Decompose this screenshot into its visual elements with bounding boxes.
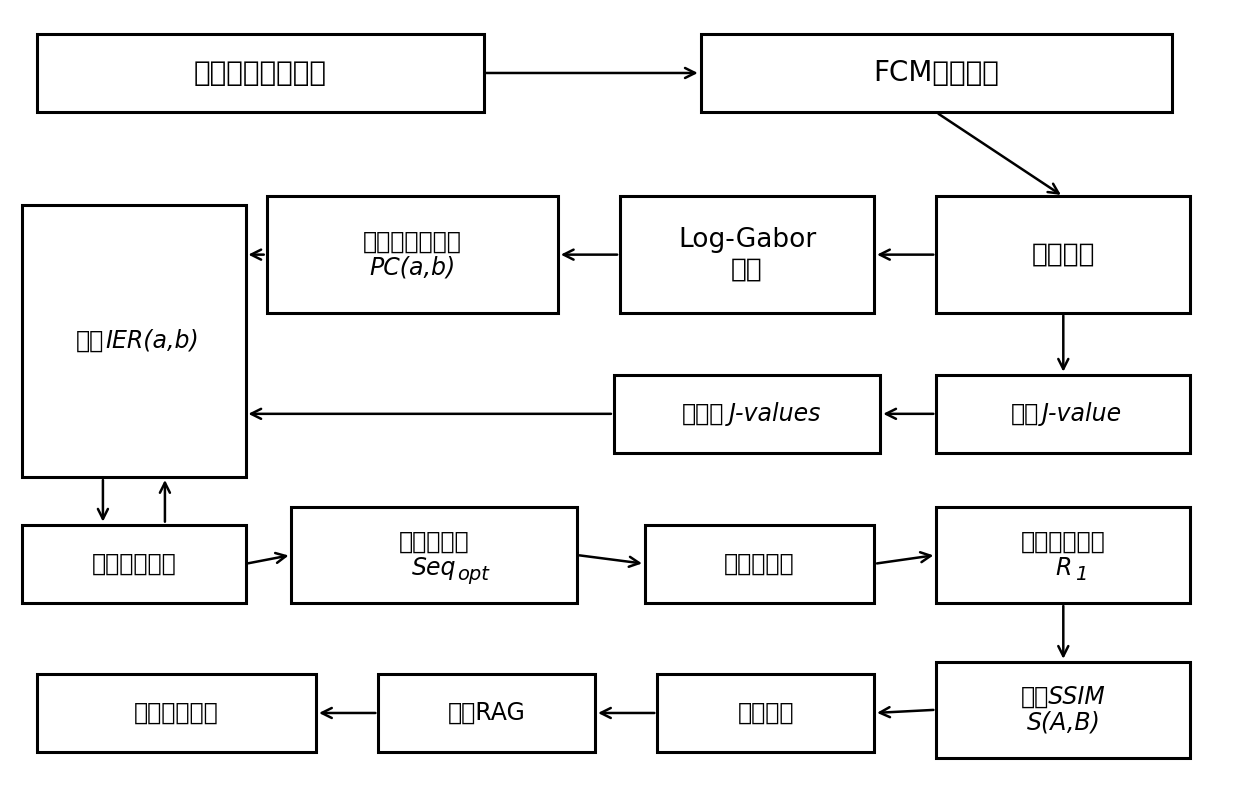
FancyBboxPatch shape: [614, 375, 880, 453]
Text: 优化目标函数: 优化目标函数: [92, 552, 176, 576]
Text: 最终分割结果: 最终分割结果: [134, 701, 219, 725]
FancyBboxPatch shape: [936, 375, 1190, 453]
Text: 量化影像: 量化影像: [1032, 241, 1095, 268]
FancyBboxPatch shape: [657, 674, 874, 752]
Text: IER(a,b): IER(a,b): [105, 329, 200, 353]
Text: Seq: Seq: [412, 556, 456, 580]
FancyBboxPatch shape: [291, 507, 577, 603]
Text: 计算: 计算: [76, 329, 104, 353]
Text: J-value: J-value: [1042, 402, 1122, 426]
Text: 初始分割结果: 初始分割结果: [1021, 530, 1106, 554]
Text: 高分辨率遥感影像: 高分辨率遥感影像: [193, 59, 327, 87]
FancyBboxPatch shape: [936, 662, 1190, 758]
Text: PC(a,b): PC(a,b): [370, 256, 455, 280]
FancyBboxPatch shape: [936, 507, 1190, 603]
Text: 1: 1: [1075, 565, 1087, 584]
FancyBboxPatch shape: [22, 525, 246, 603]
Text: 多尺度: 多尺度: [682, 402, 724, 426]
Text: 计算: 计算: [1011, 402, 1039, 426]
Text: opt: opt: [456, 565, 489, 584]
Text: 计算每个像素的: 计算每个像素的: [363, 229, 461, 253]
Text: FCM模糊聚类: FCM模糊聚类: [873, 59, 999, 87]
Text: R: R: [1055, 556, 1071, 580]
FancyBboxPatch shape: [936, 196, 1190, 313]
FancyBboxPatch shape: [37, 674, 316, 752]
FancyBboxPatch shape: [22, 205, 246, 477]
FancyBboxPatch shape: [701, 34, 1172, 112]
Text: 更新RAG: 更新RAG: [448, 701, 526, 725]
Text: 多尺度分割: 多尺度分割: [724, 552, 795, 576]
Text: 区域合并: 区域合并: [738, 701, 794, 725]
Text: 最佳多尺度: 最佳多尺度: [399, 530, 469, 554]
FancyBboxPatch shape: [378, 674, 595, 752]
FancyBboxPatch shape: [645, 525, 874, 603]
Text: S(A,B): S(A,B): [1027, 711, 1100, 735]
Text: Log-Gabor: Log-Gabor: [678, 227, 816, 253]
Text: J-values: J-values: [729, 402, 821, 426]
Text: 计算SSIM: 计算SSIM: [1021, 685, 1106, 709]
FancyBboxPatch shape: [37, 34, 484, 112]
Text: 滤波: 滤波: [732, 256, 763, 282]
FancyBboxPatch shape: [620, 196, 874, 313]
FancyBboxPatch shape: [267, 196, 558, 313]
